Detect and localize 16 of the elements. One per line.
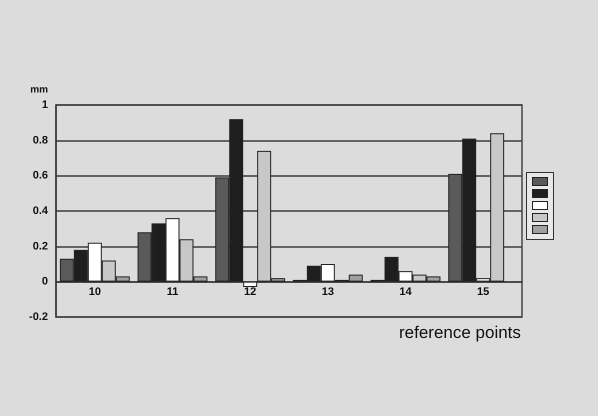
y-axis-title: mm xyxy=(30,84,48,96)
y-tick-label: 1 xyxy=(42,99,48,111)
y-tick-label: 0.6 xyxy=(32,170,48,182)
y-tick-label: 0.8 xyxy=(32,134,48,146)
x-tick-label: 13 xyxy=(322,286,334,298)
x-tick-label: 14 xyxy=(399,286,412,298)
x-tick-label: 12 xyxy=(244,286,256,298)
y-tick-label: 0.2 xyxy=(32,240,48,252)
y-tick-label: 0 xyxy=(42,276,48,288)
x-tick-label: 10 xyxy=(88,286,101,298)
x-axis-title: reference points xyxy=(399,323,521,342)
x-tick-label: 11 xyxy=(166,286,178,298)
y-tick-label: 0.4 xyxy=(32,205,49,217)
y-tick-label: -0.2 xyxy=(29,311,48,323)
bar xyxy=(243,282,258,287)
x-tick-label: 15 xyxy=(477,286,490,298)
